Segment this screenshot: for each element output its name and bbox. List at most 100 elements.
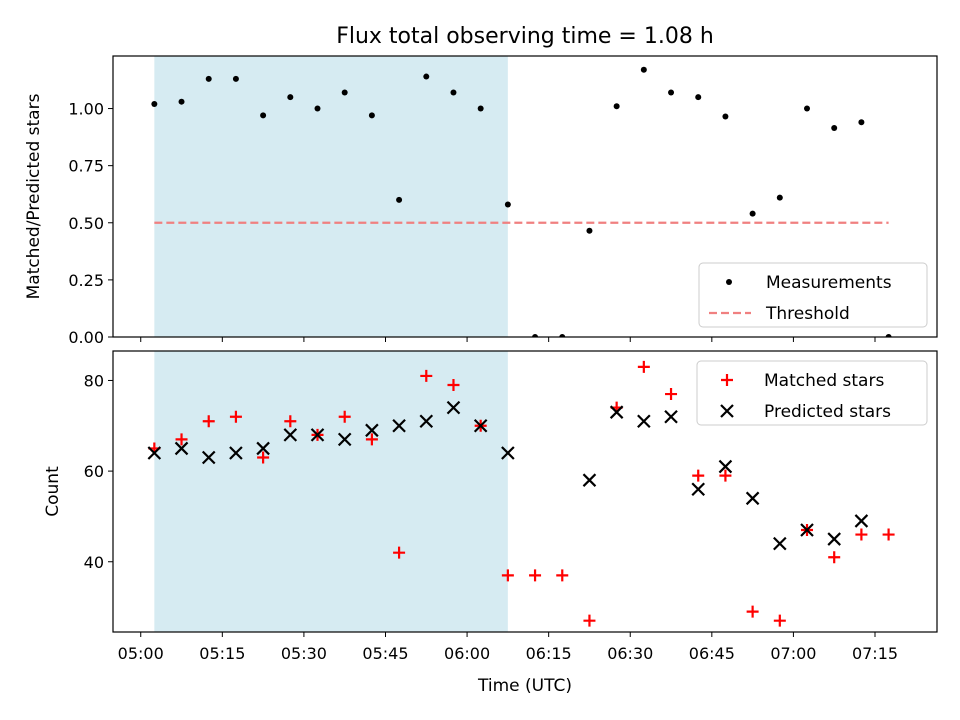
bottom-observing-interval (154, 351, 508, 632)
bottom-axes-frame (112, 350, 938, 633)
top-measurements-point (341, 89, 348, 96)
bottom-predicted-stars-point (691, 482, 706, 497)
top-measurements-point (314, 105, 321, 112)
bottom-matched-stars-point (855, 528, 868, 541)
bottom-predicted-stars-point (827, 532, 841, 546)
bottom-matched-stars-point (257, 451, 270, 464)
bottom-y-axis-label: Count (43, 466, 63, 517)
bottom-matched-stars-point (284, 415, 297, 428)
x-tick-label: 06:00 (444, 644, 490, 663)
top-y-tick-label: 0.75 (68, 157, 104, 176)
top-measurements-point (640, 66, 647, 73)
top-panel: 0.00 0.25 0.50 0.75 1.00 Matched/Predicted st… (24, 55, 938, 347)
top-legend: Measurements Threshold (698, 262, 928, 328)
bottom-legend-matched-stars-swatch (721, 374, 733, 386)
bottom-matched-stars-point (529, 569, 542, 582)
bottom-y-tick-label: 40 (84, 553, 104, 572)
top-measurements-point (776, 194, 783, 201)
top-measurements-point (477, 105, 484, 112)
top-measurements-point (695, 94, 702, 101)
bottom-matched-stars-point (882, 528, 895, 541)
bottom-predicted-stars-point (773, 536, 787, 551)
top-legend-measurements-swatch (726, 279, 732, 285)
bottom-predicted-stars-point (419, 414, 434, 429)
bottom-matched-stars-point (556, 569, 569, 582)
top-measurements-point (178, 98, 185, 105)
bottom-legend-matched-stars-label: Matched stars (764, 371, 884, 391)
top-measurements-point (749, 210, 756, 217)
bottom-matched-stars-point (365, 433, 378, 446)
top-legend-box (698, 262, 928, 328)
bottom-predicted-stars-point (854, 514, 869, 528)
top-measurements-point (287, 94, 294, 101)
top-measurements-point (804, 105, 811, 112)
top-legend-threshold-label: Threshold (765, 304, 850, 324)
top-measurements-point (504, 201, 511, 208)
top-measurements-point (205, 75, 212, 82)
x-tick-label: 05:30 (281, 644, 327, 663)
bottom-matched-stars-point (719, 469, 732, 482)
bottom-matched-stars-point (229, 410, 242, 423)
top-measurements-point (885, 334, 892, 337)
bottom-predicted-stars-point (229, 446, 243, 460)
bottom-y-tick-label: 60 (84, 462, 104, 481)
bottom-y-tick-label: 80 (84, 371, 104, 390)
top-y-tick-label: 0.00 (68, 328, 104, 347)
bottom-predicted-stars-point (745, 491, 760, 506)
top-axes-frame (112, 55, 938, 338)
top-measurements-point (232, 75, 239, 82)
bottom-predicted-stars-point (283, 428, 298, 442)
bottom-predicted-stars-point (256, 441, 270, 456)
bottom-panel: 05:00 05:15 05:30 05:45 06:00 06:15 06:30 06:45… (43, 350, 938, 663)
top-measurements-point (423, 73, 430, 80)
top-measurements-point (858, 119, 865, 126)
bottom-predicted-stars-point (337, 432, 352, 447)
bottom-predicted-stars-point (718, 459, 733, 474)
bottom-predicted-stars-point (637, 414, 651, 429)
bottom-matched-stars-point (420, 369, 433, 382)
bottom-predicted-stars-point (582, 473, 597, 487)
x-tick-label: 07:00 (770, 644, 816, 663)
bottom-matched-stars-point (393, 546, 406, 559)
top-y-tick-label: 1.00 (68, 100, 104, 119)
bottom-plot-area (147, 360, 895, 627)
bottom-matched-stars-point (828, 551, 841, 564)
bottom-matched-stars-point (637, 360, 650, 373)
top-measurements-point (450, 89, 457, 96)
bottom-matched-stars-point (175, 433, 188, 446)
bottom-predicted-stars-point (800, 523, 814, 537)
top-y-tick-label: 0.50 (68, 214, 104, 233)
top-measurements-point (722, 113, 729, 120)
top-measurements-point (151, 100, 158, 107)
top-measurements-point (532, 334, 539, 337)
bottom-matched-stars-point (447, 378, 460, 391)
bottom-legend-box (696, 360, 928, 426)
x-tick-label: 05:15 (199, 644, 245, 663)
top-legend-measurements-label: Measurements (766, 273, 892, 293)
top-measurements-point (613, 103, 620, 110)
x-tick-label: 06:45 (689, 644, 735, 663)
bottom-predicted-stars-point (310, 428, 325, 442)
x-tick-label: 05:00 (118, 644, 164, 663)
x-axis-label: Time (UTC) (477, 676, 572, 696)
bottom-predicted-stars-point (201, 450, 216, 465)
top-observing-interval (154, 56, 508, 337)
top-measurements-point (668, 89, 675, 96)
bottom-matched-stars-point (338, 410, 351, 423)
bottom-predicted-stars-point (392, 419, 406, 433)
bottom-legend: Matched stars Predicted stars (696, 360, 928, 426)
bottom-predicted-stars-point (446, 400, 461, 415)
top-measurements-point (831, 124, 838, 131)
bottom-matched-stars-point (202, 415, 215, 428)
top-plot-area (151, 66, 892, 337)
bottom-predicted-stars-point (473, 419, 488, 433)
bottom-matched-stars-point (665, 388, 678, 401)
bottom-predicted-stars-point (365, 423, 379, 438)
x-tick-label: 07:15 (852, 644, 898, 663)
bottom-matched-stars-point (501, 569, 514, 582)
top-measurements-point (586, 227, 593, 234)
bottom-predicted-stars-point (664, 409, 678, 424)
bottom-matched-stars-point (583, 614, 596, 627)
bottom-predicted-stars-point (501, 446, 515, 460)
